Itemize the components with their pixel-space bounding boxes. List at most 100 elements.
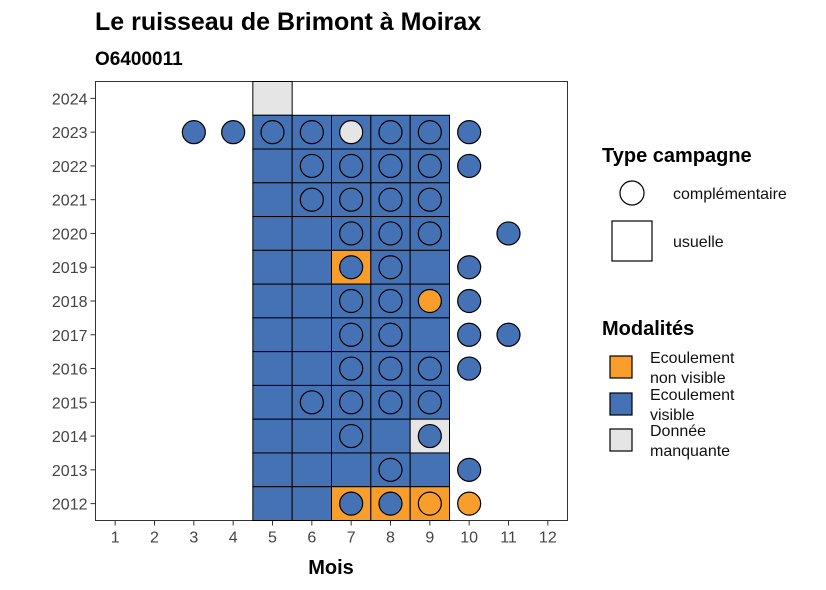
dot-2021-9-ecoulement-visible [417, 187, 442, 212]
dot-2022-7-ecoulement-visible [339, 153, 364, 179]
dot-2018-10-ecoulement-visible [457, 288, 482, 314]
legend-campaign-title: Type campagne [602, 145, 752, 167]
cell-2014-5-ecoulement-visible [252, 418, 293, 454]
x-tick-label-7: 7 [347, 530, 356, 547]
cell-2014-6-ecoulement-visible [291, 418, 332, 454]
cell-2017-9-ecoulement-visible [409, 317, 450, 353]
legend-key-donnee-manquante [609, 428, 633, 452]
dot-2018-8-ecoulement-visible [378, 288, 403, 314]
cell-2019-6-ecoulement-visible [291, 249, 332, 285]
dot-2013-8-ecoulement-visible [378, 457, 403, 482]
complementaire-dots [181, 120, 521, 516]
cell-2014-8-ecoulement-visible [370, 418, 411, 454]
cell-2021-5-ecoulement-visible [252, 182, 293, 218]
cell-2016-6-ecoulement-visible [291, 351, 332, 386]
y-tick-label-2022: 2022 [52, 159, 88, 176]
dot-2020-7-ecoulement-visible [339, 221, 364, 246]
dot-2019-8-ecoulement-visible [378, 255, 403, 280]
dot-2014-7-ecoulement-visible [339, 423, 364, 449]
dot-2022-9-ecoulement-visible [417, 153, 442, 179]
cell-2020-5-ecoulement-visible [252, 216, 293, 251]
cell-2013-5-ecoulement-visible [252, 452, 293, 488]
y-tick-label-2015: 2015 [52, 395, 88, 412]
x-axis: 1 2 3 4 5 6 7 8 9 10 11 12 [111, 520, 557, 547]
dot-2012-8-ecoulement-visible [378, 491, 403, 516]
dot-2021-7-ecoulement-visible [339, 187, 364, 212]
dot-2023-4-ecoulement-visible [221, 120, 246, 145]
legend-label-usuelle: usuelle [673, 234, 724, 251]
dot-2016-8-ecoulement-visible [378, 356, 403, 381]
x-tick-label-2: 2 [150, 530, 159, 547]
dot-2023-3-ecoulement-visible [181, 120, 206, 145]
cell-2015-5-ecoulement-visible [252, 384, 293, 420]
legend-label-ecoulement-visible-line1: Ecoulement [650, 387, 735, 404]
dot-2016-10-ecoulement-visible [457, 356, 482, 381]
dot-2016-7-ecoulement-visible [339, 356, 364, 381]
x-tick-label-12: 12 [539, 530, 557, 547]
legend-circle-key [619, 180, 645, 206]
x-axis-title: Mois [308, 557, 354, 579]
dot-2019-7-ecoulement-visible [339, 255, 364, 280]
cell-2017-5-ecoulement-visible [252, 317, 293, 353]
y-tick-label-2024: 2024 [52, 91, 88, 108]
dot-2018-7-ecoulement-visible [339, 288, 364, 314]
dot-2020-8-ecoulement-visible [378, 221, 403, 246]
dot-2023-6-ecoulement-visible [299, 120, 324, 145]
y-tick-label-2013: 2013 [52, 463, 88, 480]
dot-2023-5-ecoulement-visible [260, 120, 285, 145]
x-tick-label-4: 4 [229, 530, 238, 547]
dot-2014-9-ecoulement-visible [417, 423, 442, 449]
cell-2013-7-ecoulement-visible [331, 452, 372, 488]
chart-title: Le ruisseau de Brimont à Moirax [95, 8, 481, 36]
legend-label-donnee-manquante-line1: Donnée [650, 423, 706, 440]
cell-2019-5-ecoulement-visible [252, 249, 293, 285]
dot-2022-6-ecoulement-visible [299, 153, 324, 179]
dot-2019-10-ecoulement-visible [457, 255, 482, 280]
y-tick-label-2014: 2014 [52, 429, 88, 446]
cell-2018-6-ecoulement-visible [291, 283, 332, 319]
cell-2020-6-ecoulement-visible [291, 216, 332, 251]
dot-2012-7-ecoulement-visible [339, 491, 364, 516]
dot-2023-8-ecoulement-visible [378, 120, 403, 145]
dot-2022-8-ecoulement-visible [378, 153, 403, 179]
dot-2020-11-ecoulement-visible [496, 221, 521, 246]
dot-2023-10-ecoulement-visible [457, 120, 482, 145]
dot-2017-11-ecoulement-visible [496, 322, 521, 347]
cell-2013-6-ecoulement-visible [291, 452, 332, 488]
dot-2013-10-ecoulement-visible [457, 457, 482, 482]
cell-2018-5-ecoulement-visible [252, 283, 293, 319]
cell-2019-9-ecoulement-visible [409, 249, 450, 285]
legend-label-ecoulement-non-visible-line2: non visible [650, 370, 726, 387]
x-tick-label-11: 11 [500, 530, 517, 547]
x-tick-label-1: 1 [111, 530, 120, 547]
legend-label-ecoulement-non-visible-line1: Ecoulement [650, 350, 735, 367]
legend-modalites-title: Modalités [602, 318, 694, 340]
chart-subtitle: O6400011 [95, 49, 183, 70]
dot-2021-6-ecoulement-visible [299, 187, 324, 212]
dot-2017-10-ecoulement-visible [457, 322, 482, 347]
dot-2015-9-ecoulement-visible [417, 390, 442, 415]
dot-2012-10-ecoulement-non-visible [457, 491, 482, 516]
x-tick-label-10: 10 [460, 530, 478, 547]
dot-2020-9-ecoulement-visible [417, 221, 442, 246]
cell-2017-6-ecoulement-visible [291, 317, 332, 353]
y-tick-label-2017: 2017 [52, 328, 88, 345]
x-tick-label-3: 3 [189, 530, 198, 547]
y-tick-label-2021: 2021 [52, 193, 88, 210]
legend-square-key [611, 220, 653, 262]
dot-2015-6-ecoulement-visible [299, 390, 324, 415]
cell-2016-5-ecoulement-visible [252, 351, 293, 386]
dot-2015-7-ecoulement-visible [339, 390, 364, 415]
x-tick-label-6: 6 [307, 530, 316, 547]
legend-label-ecoulement-visible-line2: visible [650, 407, 695, 424]
cell-2012-5-ecoulement-visible [252, 486, 293, 522]
legend-label-complementaire: complémentaire [673, 186, 787, 203]
cell-2013-9-ecoulement-visible [409, 452, 450, 488]
dot-2017-8-ecoulement-visible [378, 322, 403, 347]
x-tick-label-5: 5 [268, 530, 277, 547]
legend-key-ecoulement-non-visible [609, 355, 633, 379]
dot-2022-10-ecoulement-visible [457, 153, 482, 179]
y-tick-label-2023: 2023 [52, 125, 88, 142]
legend-label-donnee-manquante-line2: manquante [650, 443, 730, 460]
